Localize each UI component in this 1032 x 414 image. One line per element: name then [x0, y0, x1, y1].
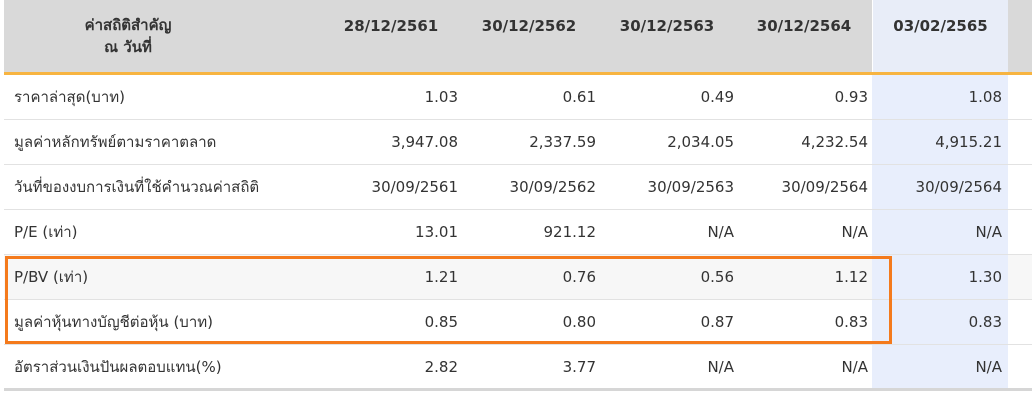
table-row: อัตราส่วนเงินปันผลตอบแทน(%) 2.82 3.77 N/… — [4, 345, 1032, 390]
row-label: วันที่ของงบการเงินที่ใช้คำนวณค่าสถิติ — [14, 178, 260, 196]
row-value: N/A — [841, 223, 868, 241]
row-value: 30/09/2561 — [371, 178, 458, 196]
table-row: ราคาล่าสุด(บาท) 1.03 0.61 0.49 0.93 1.08 — [4, 75, 1032, 120]
header-date-2: 30/12/2562 — [481, 17, 577, 35]
row-value: N/A — [872, 210, 1008, 254]
row-value: 1.12 — [834, 268, 868, 286]
table-row: มูลค่าหลักทรัพย์ตามราคาตลาด 3,947.08 2,3… — [4, 120, 1032, 165]
row-value: 4,232.54 — [801, 133, 868, 151]
row-label: P/BV (เท่า) — [14, 268, 89, 286]
row-value: 30/09/2564 — [781, 178, 868, 196]
row-value: N/A — [841, 358, 868, 376]
table-row: มูลค่าหุ้นทางบัญชีต่อหุ้น (บาท) 0.85 0.8… — [4, 300, 1032, 345]
row-value: 0.85 — [424, 313, 458, 331]
row-value: 1.21 — [424, 268, 458, 286]
header-label-line2: ณ วันที่ — [104, 38, 152, 56]
row-value: 30/09/2564 — [872, 165, 1008, 209]
row-value: 921.12 — [543, 223, 597, 241]
table-bottom-border — [4, 388, 1032, 391]
table-header-row: ค่าสถิติสำคัญ ณ วันที่ 28/12/2561 30/12/… — [4, 0, 1032, 75]
row-value: 1.03 — [424, 88, 458, 106]
header-date-3: 30/12/2563 — [619, 17, 715, 35]
header-date-1: 28/12/2561 — [343, 17, 439, 35]
row-value: 0.83 — [834, 313, 868, 331]
header-date-4: 30/12/2564 — [756, 17, 852, 35]
row-value: 0.76 — [562, 268, 596, 286]
row-value: 1.08 — [872, 75, 1008, 119]
row-value: N/A — [707, 358, 734, 376]
row-value: 2,034.05 — [667, 133, 734, 151]
row-value: 0.87 — [700, 313, 734, 331]
table-row: วันที่ของงบการเงินที่ใช้คำนวณค่าสถิติ 30… — [4, 165, 1032, 210]
row-value: 3,947.08 — [391, 133, 458, 151]
key-statistics-table: ค่าสถิติสำคัญ ณ วันที่ 28/12/2561 30/12/… — [4, 0, 1032, 390]
row-label: อัตราส่วนเงินปันผลตอบแทน(%) — [14, 358, 222, 376]
row-value: 2,337.59 — [529, 133, 596, 151]
header-label-cell: ค่าสถิติสำคัญ ณ วันที่ — [4, 0, 322, 72]
row-value: 0.80 — [562, 313, 596, 331]
row-value: 0.61 — [562, 88, 596, 106]
header-date-5: 03/02/2565 — [872, 0, 1008, 72]
row-value: 0.56 — [700, 268, 734, 286]
table-row: P/E (เท่า) 13.01 921.12 N/A N/A N/A — [4, 210, 1032, 255]
row-value: 4,915.21 — [872, 120, 1008, 164]
row-value: N/A — [872, 345, 1008, 389]
row-label: มูลค่าหลักทรัพย์ตามราคาตลาด — [14, 133, 217, 151]
header-label-line1: ค่าสถิติสำคัญ — [84, 16, 172, 34]
row-value: 13.01 — [415, 223, 458, 241]
row-value: 1.30 — [872, 255, 1008, 299]
table-row: P/BV (เท่า) 1.21 0.76 0.56 1.12 1.30 — [4, 255, 1032, 300]
row-value: 2.82 — [424, 358, 458, 376]
row-value: 30/09/2562 — [509, 178, 596, 196]
row-value: 3.77 — [562, 358, 596, 376]
row-value: 0.93 — [834, 88, 868, 106]
row-value: 0.83 — [872, 300, 1008, 344]
row-label: ราคาล่าสุด(บาท) — [14, 88, 125, 106]
row-value: 30/09/2563 — [647, 178, 734, 196]
row-label: P/E (เท่า) — [14, 223, 78, 241]
row-label: มูลค่าหุ้นทางบัญชีต่อหุ้น (บาท) — [14, 313, 213, 331]
row-value: 0.49 — [700, 88, 734, 106]
row-value: N/A — [707, 223, 734, 241]
